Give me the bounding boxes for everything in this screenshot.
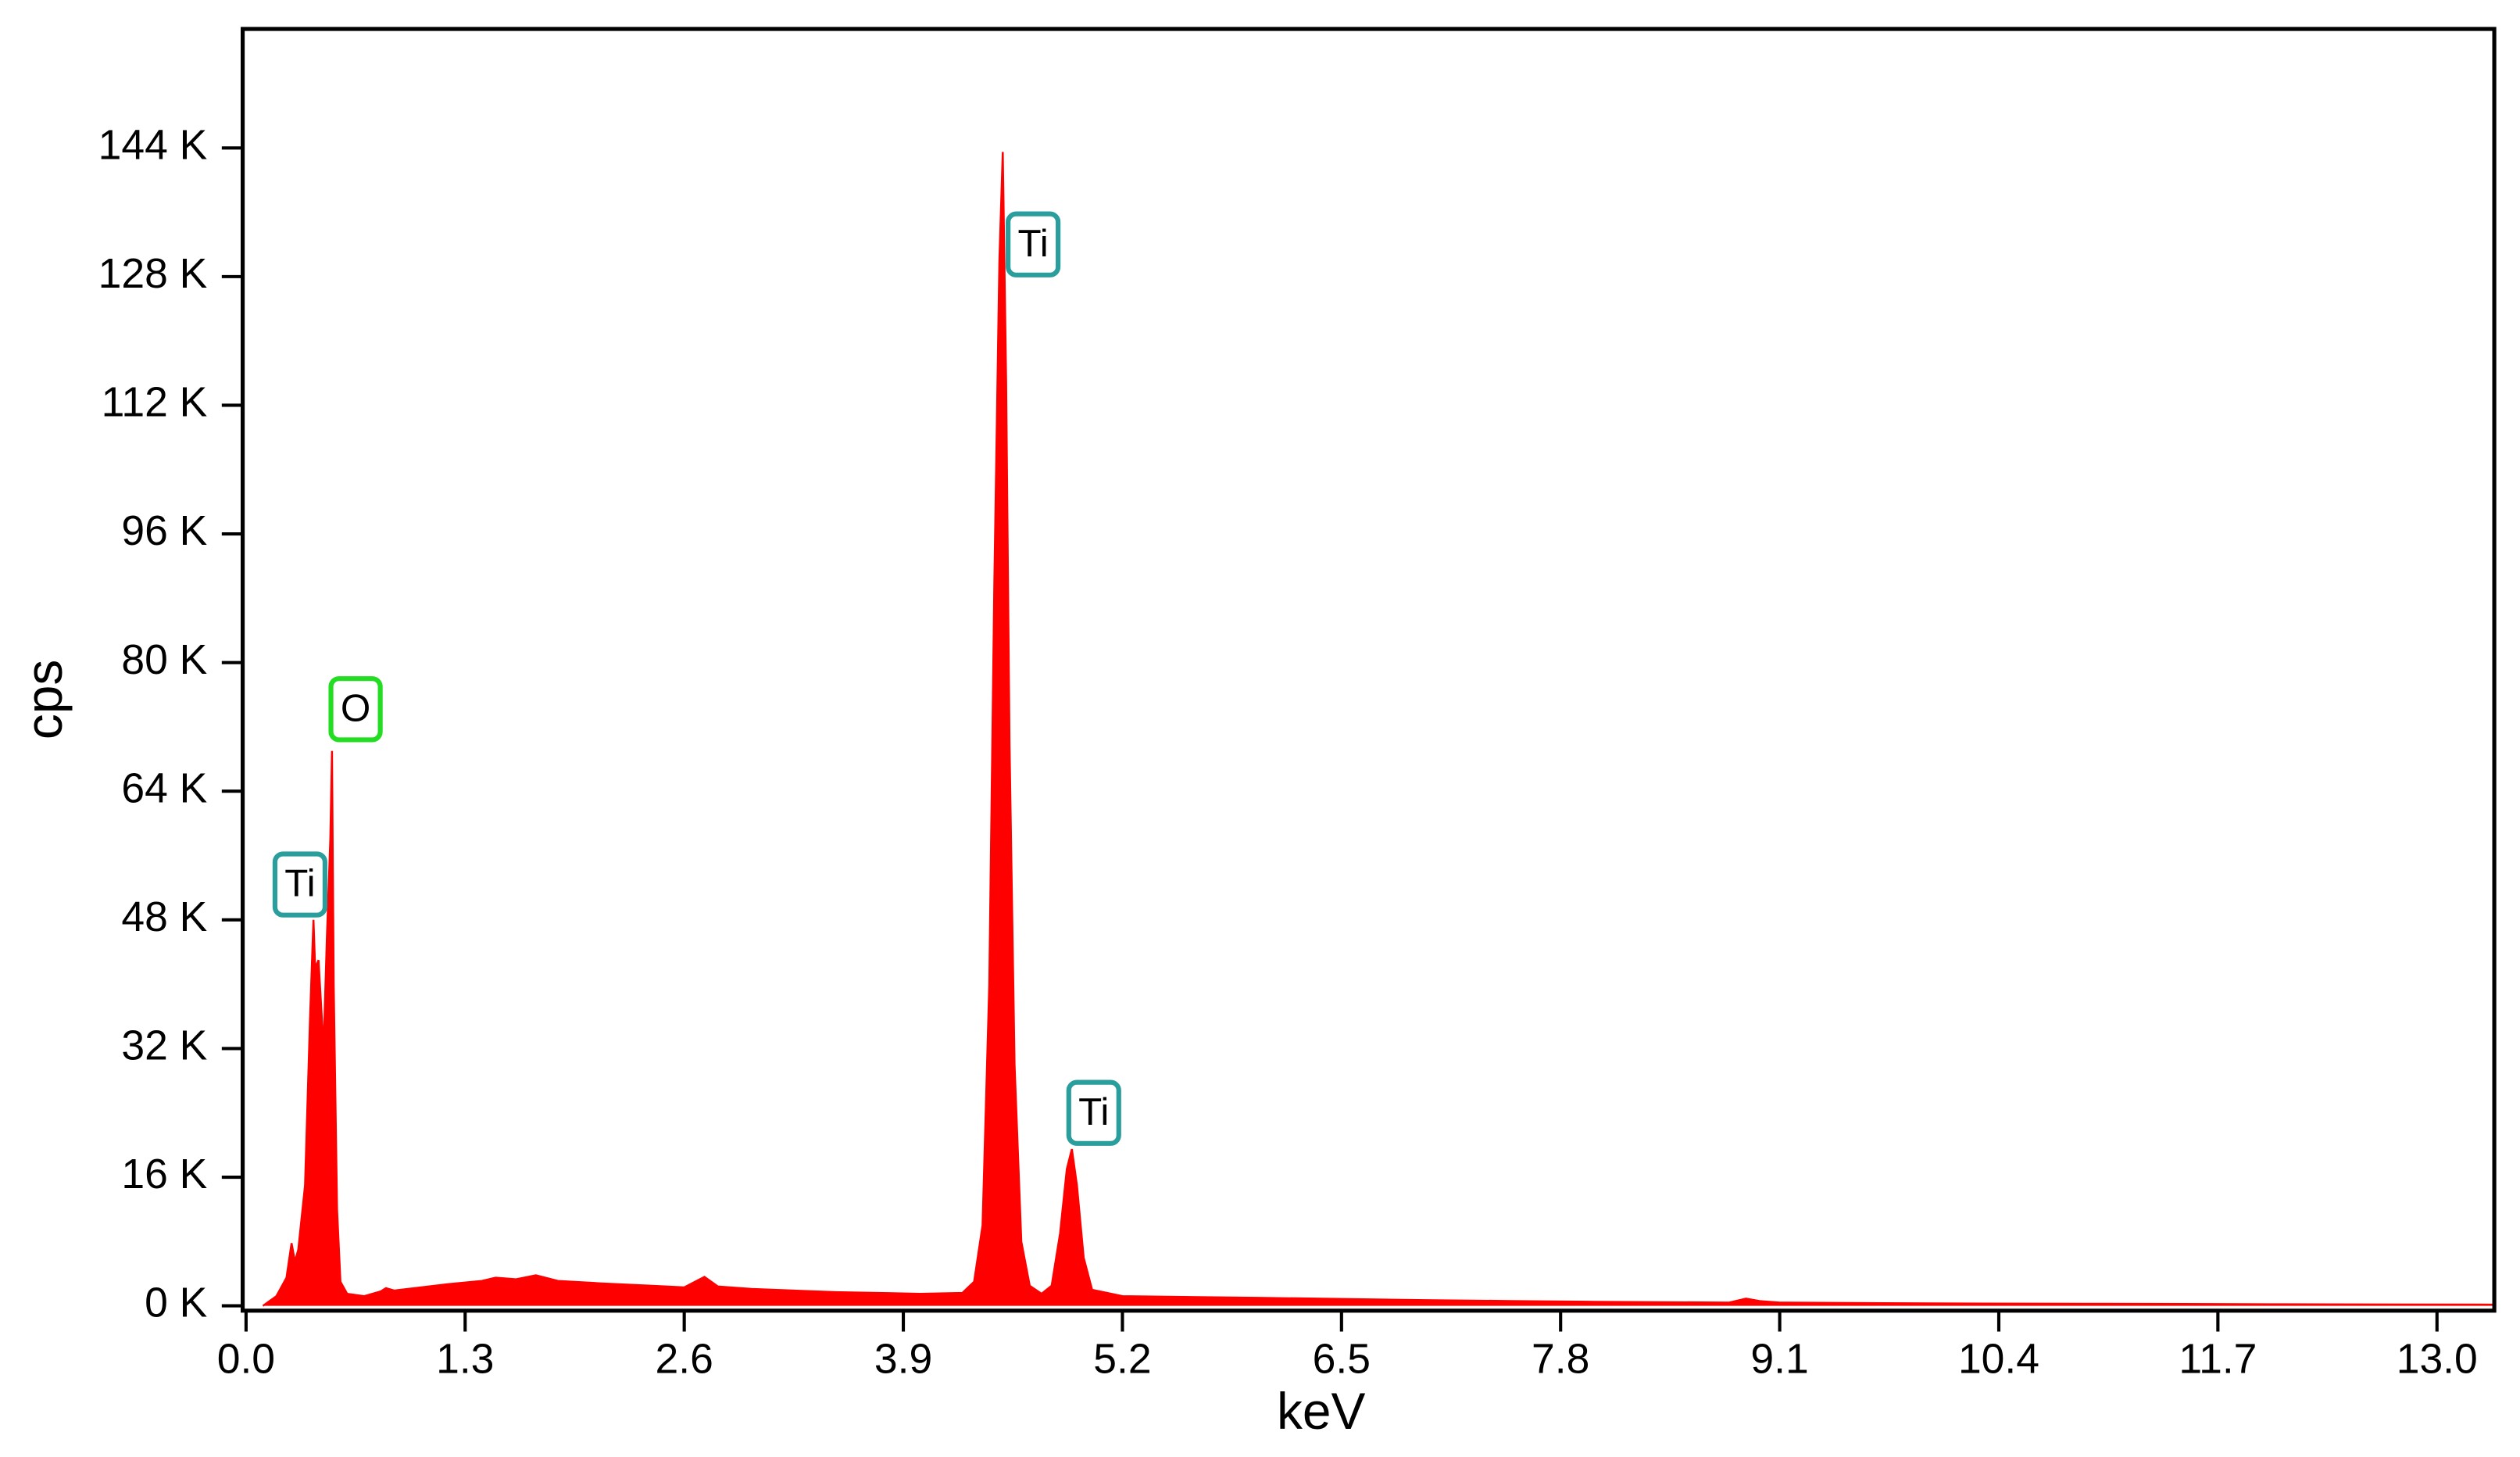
x-tick-label: 10.4 [1958, 1337, 2039, 1383]
y-axis-title: cps [15, 660, 73, 739]
y-tick-label: 112 K [102, 380, 208, 426]
peak-label: Ti [1017, 222, 1048, 265]
peak-annotation: Ti [272, 851, 327, 918]
x-tick-label: 13.0 [2397, 1337, 2478, 1383]
peak-annotation: Ti [1006, 211, 1061, 277]
plot-frame [240, 27, 2497, 1313]
peak-label-box [1066, 1079, 1121, 1146]
peak-annotation: Ti [1066, 1079, 1121, 1146]
y-tick-label: 32 K [121, 1023, 207, 1069]
peak-label-box [1006, 211, 1061, 277]
x-tick-label: 9.1 [1750, 1337, 1808, 1383]
peak-label-box [328, 676, 383, 743]
peak-label: Ti [284, 862, 315, 905]
x-axis-title: keV [1277, 1382, 1365, 1440]
y-tick-label: 128 K [98, 251, 208, 297]
x-tick-label: 6.5 [1313, 1337, 1371, 1383]
x-tick-label: 3.9 [874, 1337, 932, 1383]
y-tick-label: 48 K [121, 894, 207, 940]
spectrum-line [262, 152, 2495, 1307]
area-fill [263, 152, 2495, 1306]
x-tick-label: 2.6 [655, 1337, 713, 1383]
x-tick-label: 1.3 [436, 1337, 494, 1383]
y-tick-label: 80 K [121, 637, 207, 683]
y-tick-label: 0 K [145, 1280, 208, 1326]
y-tick-label: 16 K [121, 1151, 207, 1197]
peak-annotation: O [328, 676, 383, 743]
x-tick-label: 7.8 [1532, 1337, 1589, 1383]
peak-label: O [341, 686, 370, 729]
y-tick-label: 96 K [121, 508, 207, 554]
y-tick-label: 144 K [98, 122, 208, 168]
peak-label-box [272, 851, 327, 918]
x-tick-label: 11.7 [2179, 1337, 2257, 1383]
peak-label: Ti [1078, 1090, 1109, 1133]
x-tick-label: 5.2 [1093, 1337, 1151, 1383]
x-tick-label: 0.0 [217, 1337, 275, 1383]
y-tick-label: 64 K [121, 765, 207, 811]
